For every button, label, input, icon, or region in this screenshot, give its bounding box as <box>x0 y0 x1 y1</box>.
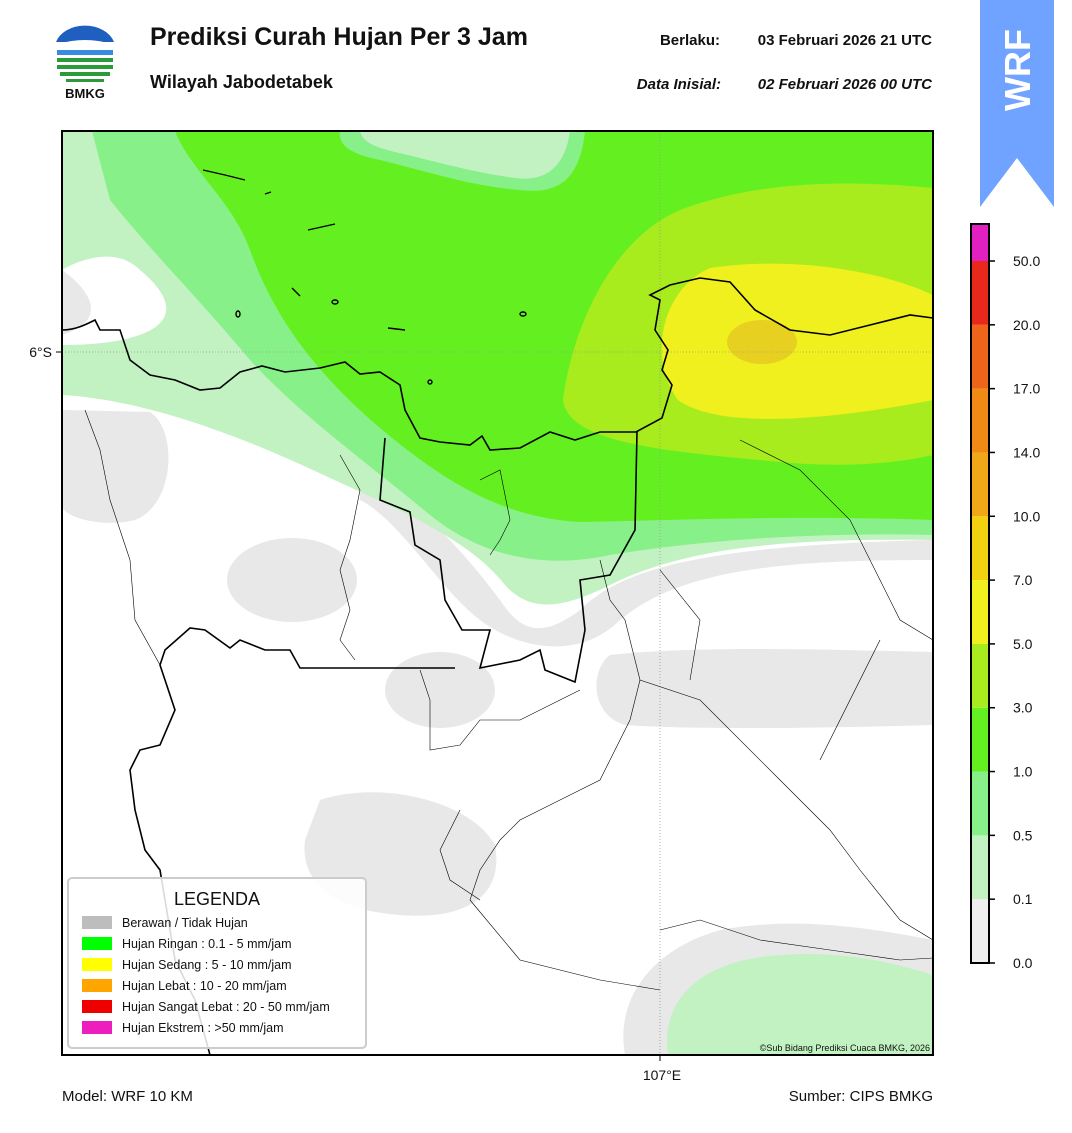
legend-label: Hujan Sangat Lebat : 20 - 50 mm/jam <box>122 1000 330 1014</box>
regency-borders <box>84 409 933 991</box>
colorbar-segment <box>971 835 989 900</box>
footer-model: Model: WRF 10 KM <box>62 1088 193 1105</box>
colorbar-segment <box>971 261 989 325</box>
valid-label: Berlaku: <box>660 32 720 49</box>
map-credit: ©Sub Bidang Prediksi Cuaca BMKG, 2026 <box>760 1043 930 1053</box>
init-label: Data Inisial: <box>637 76 721 93</box>
title: Prediksi Curah Hujan Per 3 Jam <box>150 23 528 51</box>
valid-time: 03 Februari 2026 21 UTC <box>758 32 932 49</box>
map-frame <box>61 130 934 1056</box>
legend-label: Hujan Lebat : 10 - 20 mm/jam <box>122 979 287 993</box>
legend-swatch <box>82 1000 112 1013</box>
colorbar-segment <box>971 580 989 644</box>
colorbar-segment <box>971 452 989 517</box>
bmkg-logo: BMKG <box>56 25 114 101</box>
legend-label: Hujan Ringan : 0.1 - 5 mm/jam <box>122 937 292 951</box>
colorbar-segment <box>971 224 989 261</box>
lat-label: 6°S <box>29 344 52 360</box>
legend-swatch <box>82 1021 112 1034</box>
legend-swatch <box>82 979 112 992</box>
colorbar-segment <box>971 771 989 836</box>
colorbar-segment <box>971 707 989 772</box>
colorbar-tick-label: 17.0 <box>1013 381 1040 397</box>
colorbar: 0.0 0.1 0.5 1.0 3.0 5.0 7.0 10.0 14.0 17.0 20.0 50.… <box>970 223 1040 971</box>
colorbar-segment <box>971 516 989 581</box>
legend-swatch <box>82 937 112 950</box>
legend-swatch <box>82 958 112 971</box>
colorbar-segment <box>971 388 989 453</box>
colorbar-segment <box>971 899 989 963</box>
colorbar-tick-label: 1.0 <box>1013 764 1033 780</box>
legend-swatch <box>82 916 112 929</box>
colorbar-tick-label: 0.5 <box>1013 827 1033 843</box>
colorbar-tick-label: 0.0 <box>1013 955 1033 971</box>
badge-text: WRF <box>997 29 1038 111</box>
colorbar-segment <box>971 324 989 389</box>
colorbar-frame <box>970 223 990 964</box>
footer-source: Sumber: CIPS BMKG <box>789 1088 933 1105</box>
colorbar-tick-label: 7.0 <box>1013 572 1033 588</box>
init-time: 02 Februari 2026 00 UTC <box>758 76 933 93</box>
colorbar-tick-label: 5.0 <box>1013 636 1033 652</box>
colorbar-tick-label: 50.0 <box>1013 253 1040 269</box>
colorbar-tick-label: 10.0 <box>1013 508 1040 524</box>
colorbar-tick-label: 0.1 <box>1013 891 1033 907</box>
legend-label: Hujan Sedang : 5 - 10 mm/jam <box>122 958 292 972</box>
colorbar-tick-label: 14.0 <box>1013 444 1040 460</box>
colorbar-tick-label: 20.0 <box>1013 317 1040 333</box>
legend-title: LEGENDA <box>174 889 260 909</box>
colorbar-tick-label: 3.0 <box>1013 700 1033 716</box>
legend: LEGENDA Berawan / Tidak Hujan Hujan Ringa… <box>67 877 367 1049</box>
colorbar-segment <box>971 643 989 708</box>
islands <box>202 169 527 385</box>
wrf-badge: WRF <box>980 0 1054 207</box>
lon-label: 107°E <box>643 1067 681 1083</box>
logo-text: BMKG <box>65 86 105 101</box>
legend-label: Berawan / Tidak Hujan <box>122 916 248 930</box>
subtitle: Wilayah Jabodetabek <box>150 72 334 92</box>
legend-label: Hujan Ekstrem : >50 mm/jam <box>122 1021 284 1035</box>
